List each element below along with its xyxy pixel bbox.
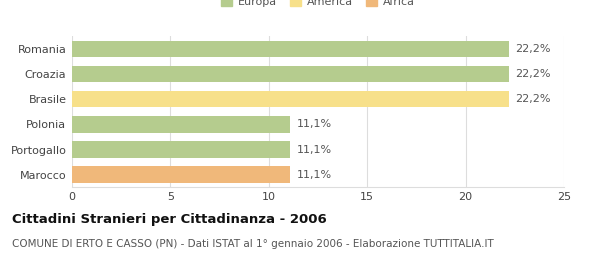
Text: COMUNE DI ERTO E CASSO (PN) - Dati ISTAT al 1° gennaio 2006 - Elaborazione TUTTI: COMUNE DI ERTO E CASSO (PN) - Dati ISTAT…	[12, 239, 494, 249]
Legend: Europa, America, Africa: Europa, America, Africa	[221, 0, 415, 7]
Text: 22,2%: 22,2%	[515, 44, 550, 54]
Bar	[72, 66, 509, 82]
Text: Cittadini Stranieri per Cittadinanza - 2006: Cittadini Stranieri per Cittadinanza - 2…	[12, 213, 327, 226]
Text: 11,1%: 11,1%	[296, 145, 331, 154]
Text: 22,2%: 22,2%	[515, 69, 550, 79]
Bar	[72, 41, 509, 57]
Bar	[72, 91, 509, 107]
Text: 11,1%: 11,1%	[296, 170, 331, 180]
Text: 22,2%: 22,2%	[515, 94, 550, 104]
Bar	[72, 116, 290, 133]
Bar	[72, 141, 290, 158]
Text: 11,1%: 11,1%	[296, 119, 331, 129]
Bar	[72, 166, 290, 183]
